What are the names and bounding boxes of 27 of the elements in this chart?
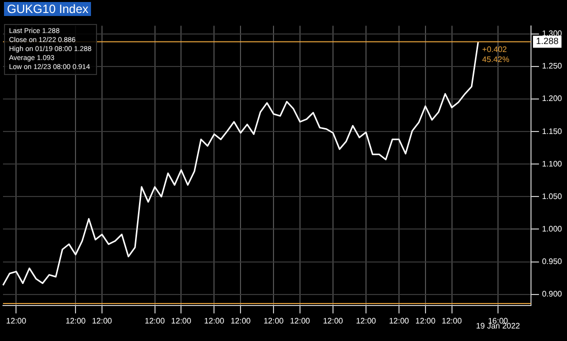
x-tick-label: 12:00	[66, 316, 86, 326]
y-tick-label: 1.150	[542, 126, 563, 136]
x-tick-label: 12:00	[264, 316, 284, 326]
y-tick-label: 1.050	[542, 192, 563, 201]
y-tick-label: 1.000	[542, 224, 563, 234]
x-tick-label: 12:00	[322, 316, 344, 326]
y-tick-label: 1.250	[542, 62, 563, 71]
y-tick-label: 1.100	[542, 159, 563, 168]
x-tick-label: 12:00	[442, 316, 462, 326]
annotation: 45.42%	[482, 54, 510, 64]
y-tick-label: 0.900	[542, 290, 563, 299]
x-tick-label: 12:00	[92, 316, 113, 326]
y-tick-label: 1.300	[542, 29, 563, 38]
x-tick-label: 12:00	[388, 316, 410, 326]
x-tick-label: 12:00	[144, 316, 166, 326]
annotation: +0.402	[482, 44, 508, 54]
chart-title: GUKG10 Index	[4, 2, 92, 16]
x-tick-label: 12:00	[290, 316, 311, 326]
x-tick-label: 12:00	[356, 316, 377, 326]
ref-line-label: 1.288	[536, 36, 559, 46]
y-tick-label: 1.200	[542, 94, 563, 104]
x-tick-label: 12:00	[204, 316, 225, 326]
x-tick-label: 12:00	[230, 316, 252, 326]
x-tick-label: 12:00	[6, 316, 27, 326]
x-tick-label: 12:00	[415, 316, 436, 326]
y-tick-label: 0.950	[542, 256, 563, 266]
x-tick-label: 12:00	[171, 316, 192, 326]
